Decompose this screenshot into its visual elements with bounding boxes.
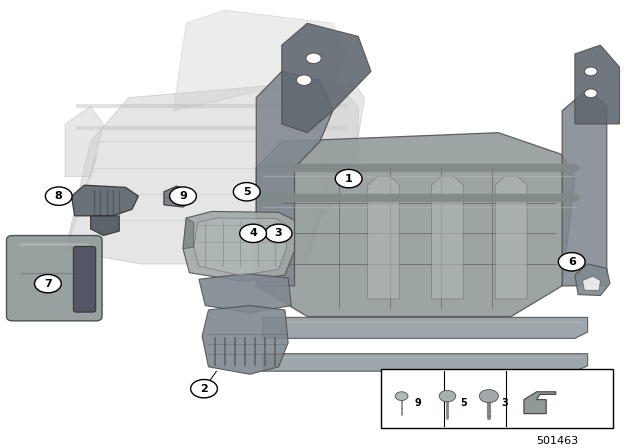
Circle shape — [234, 183, 260, 201]
Polygon shape — [582, 276, 600, 290]
Text: 1: 1 — [345, 174, 353, 184]
Polygon shape — [431, 177, 463, 299]
Polygon shape — [199, 274, 291, 313]
Polygon shape — [320, 80, 365, 177]
Circle shape — [191, 379, 218, 398]
Polygon shape — [368, 177, 399, 299]
Text: 501463: 501463 — [536, 436, 579, 446]
Polygon shape — [562, 89, 607, 286]
Polygon shape — [91, 216, 119, 236]
Polygon shape — [183, 211, 294, 281]
Text: 6: 6 — [568, 257, 575, 267]
Polygon shape — [72, 185, 138, 216]
Polygon shape — [202, 306, 288, 374]
Polygon shape — [256, 133, 575, 316]
Circle shape — [439, 391, 456, 402]
Polygon shape — [495, 177, 527, 299]
Circle shape — [584, 89, 597, 98]
Text: 5: 5 — [460, 398, 467, 408]
Text: 7: 7 — [44, 279, 52, 289]
Polygon shape — [262, 317, 588, 338]
Polygon shape — [575, 264, 610, 296]
Polygon shape — [575, 45, 620, 124]
Text: 9: 9 — [179, 191, 187, 201]
Polygon shape — [183, 218, 194, 249]
Polygon shape — [65, 107, 103, 177]
Circle shape — [240, 224, 266, 242]
Circle shape — [170, 187, 196, 205]
Bar — [381, 369, 613, 428]
Polygon shape — [256, 71, 333, 286]
Circle shape — [35, 275, 61, 293]
Text: 4: 4 — [249, 228, 257, 238]
Circle shape — [335, 169, 362, 188]
Circle shape — [45, 187, 72, 205]
Polygon shape — [262, 353, 588, 371]
Text: 3: 3 — [501, 398, 508, 408]
Circle shape — [584, 67, 597, 76]
Circle shape — [479, 390, 499, 403]
Polygon shape — [173, 10, 346, 111]
Polygon shape — [164, 186, 193, 207]
Text: 9: 9 — [414, 398, 421, 408]
FancyBboxPatch shape — [74, 246, 96, 312]
Polygon shape — [194, 218, 287, 276]
Circle shape — [395, 392, 408, 401]
Circle shape — [296, 75, 312, 86]
Circle shape — [265, 224, 292, 242]
Circle shape — [558, 253, 585, 271]
Text: 3: 3 — [275, 228, 282, 238]
Text: 2: 2 — [200, 383, 208, 394]
Circle shape — [306, 53, 321, 64]
Polygon shape — [282, 23, 371, 133]
Text: 8: 8 — [55, 191, 63, 201]
Polygon shape — [65, 80, 358, 264]
FancyBboxPatch shape — [6, 236, 102, 321]
Text: 5: 5 — [243, 187, 250, 197]
Polygon shape — [524, 392, 556, 414]
